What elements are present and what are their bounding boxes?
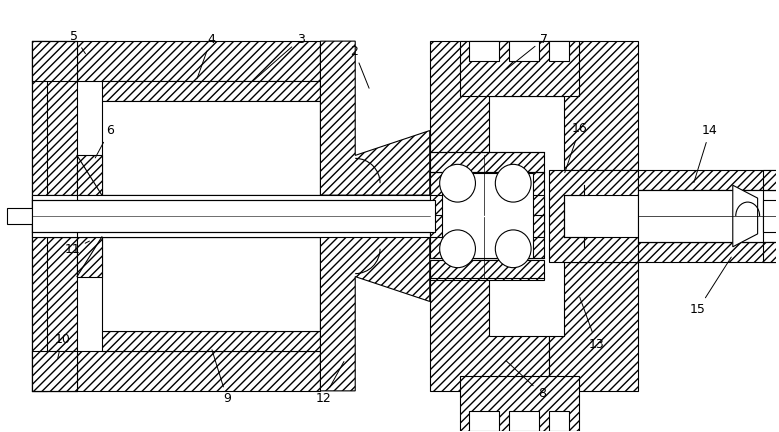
Text: 9: 9: [212, 350, 231, 405]
Bar: [470, 411, 499, 431]
Bar: [564, 195, 638, 237]
Text: 10: 10: [55, 333, 70, 359]
Ellipse shape: [495, 164, 531, 202]
Bar: [77, 41, 320, 81]
Text: 2: 2: [351, 44, 369, 88]
Bar: [32, 195, 77, 237]
Bar: [549, 411, 569, 431]
Text: 3: 3: [253, 33, 305, 81]
Bar: [157, 206, 178, 224]
Bar: [102, 101, 320, 195]
Text: 15: 15: [690, 257, 731, 316]
Text: 16: 16: [565, 122, 587, 173]
Text: 11: 11: [64, 241, 90, 256]
Bar: [32, 200, 435, 232]
Bar: [430, 260, 544, 280]
Bar: [430, 152, 544, 172]
Polygon shape: [32, 41, 48, 391]
Bar: [77, 351, 320, 391]
Bar: [32, 195, 77, 237]
Bar: [32, 195, 430, 237]
Bar: [549, 170, 638, 262]
Bar: [763, 170, 779, 190]
Bar: [549, 41, 569, 61]
Bar: [460, 376, 579, 431]
Bar: [763, 242, 779, 262]
Text: 13: 13: [580, 297, 605, 351]
Text: 8: 8: [506, 361, 546, 400]
Polygon shape: [733, 185, 758, 247]
Text: 7: 7: [506, 33, 548, 69]
Bar: [8, 208, 37, 224]
Bar: [442, 173, 533, 258]
Text: 12: 12: [315, 362, 344, 405]
Bar: [763, 200, 779, 232]
Bar: [102, 81, 320, 101]
Polygon shape: [320, 41, 430, 195]
Bar: [638, 170, 779, 190]
Text: 4: 4: [197, 33, 215, 78]
Polygon shape: [32, 41, 77, 195]
Text: 5: 5: [70, 30, 86, 54]
Ellipse shape: [439, 164, 475, 202]
Polygon shape: [549, 41, 638, 170]
Bar: [102, 237, 320, 331]
Bar: [638, 242, 779, 262]
Polygon shape: [77, 156, 102, 195]
Polygon shape: [32, 41, 77, 81]
Polygon shape: [430, 41, 549, 156]
Bar: [509, 411, 539, 431]
Bar: [102, 215, 320, 237]
Polygon shape: [430, 276, 549, 391]
Bar: [430, 195, 544, 217]
Text: 6: 6: [95, 124, 114, 158]
Ellipse shape: [439, 230, 475, 268]
Bar: [460, 41, 579, 96]
Ellipse shape: [495, 230, 531, 268]
Polygon shape: [77, 237, 102, 276]
Text: +: +: [164, 210, 171, 219]
Bar: [638, 190, 763, 242]
Bar: [102, 331, 320, 351]
Bar: [430, 172, 544, 258]
Text: 14: 14: [694, 124, 717, 183]
Bar: [470, 41, 499, 61]
Polygon shape: [32, 351, 77, 391]
Polygon shape: [32, 237, 77, 391]
Polygon shape: [320, 237, 430, 391]
Polygon shape: [549, 262, 638, 391]
Bar: [102, 195, 320, 217]
Bar: [430, 215, 544, 237]
Bar: [509, 41, 539, 61]
